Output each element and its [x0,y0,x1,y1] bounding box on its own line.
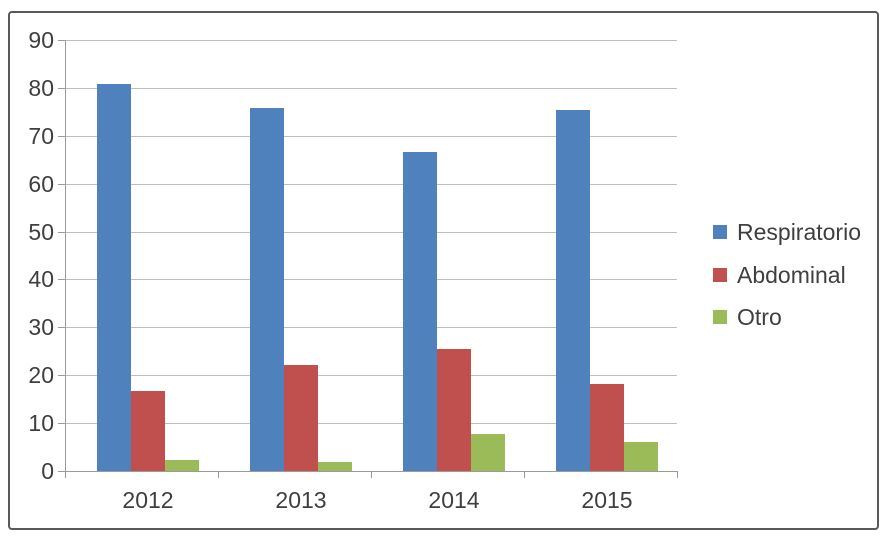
y-axis-line [65,40,66,478]
chart-outer-border [8,11,879,530]
x-axis-line [58,471,677,472]
